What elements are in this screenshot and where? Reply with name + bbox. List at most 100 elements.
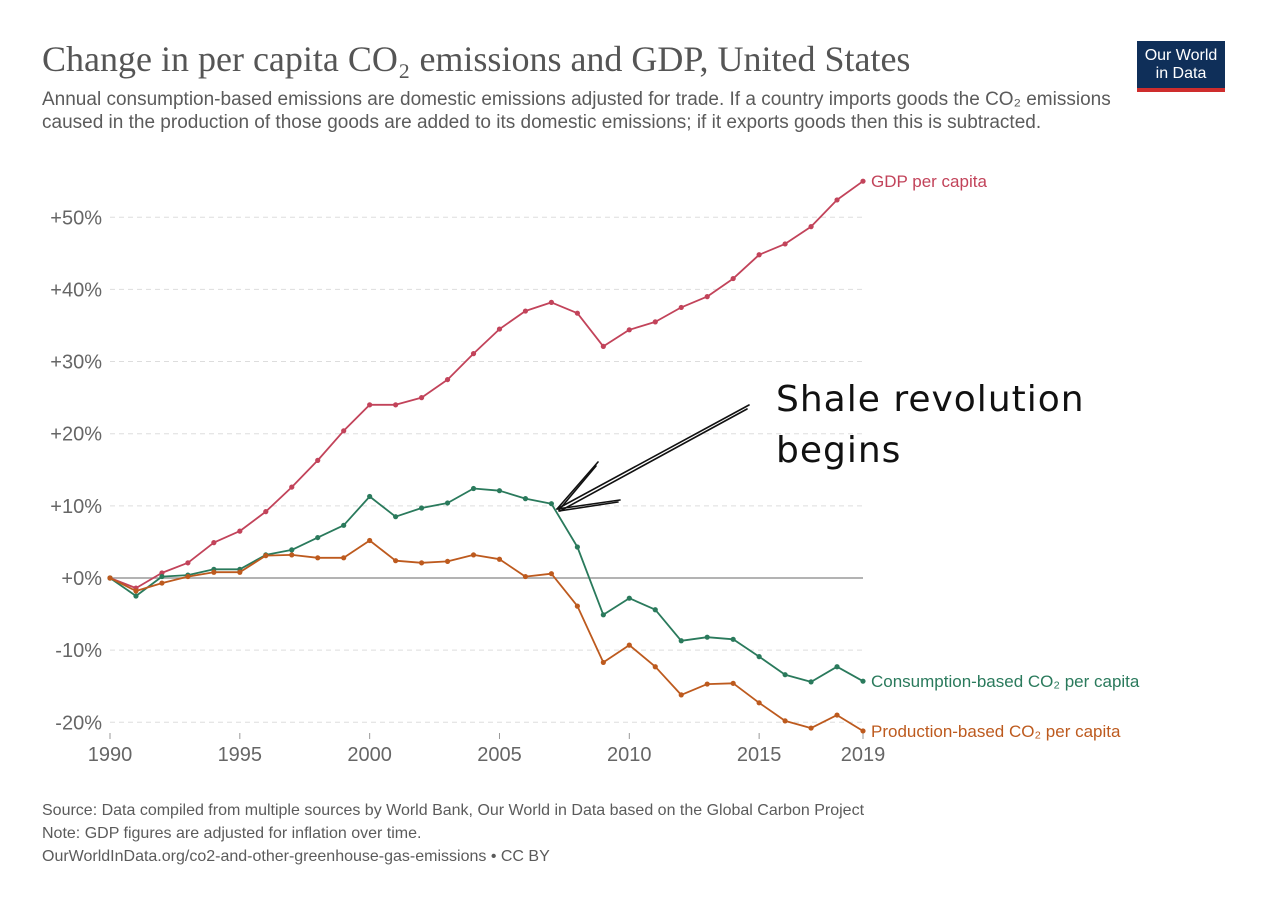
data-point [341, 522, 347, 528]
owid-logo[interactable]: Our World in Data [1137, 41, 1225, 92]
data-point [211, 540, 217, 546]
data-point [263, 553, 269, 559]
data-point [834, 664, 840, 670]
data-point [730, 680, 736, 686]
chart-title: Change in per capita CO₂ emissions and G… [42, 39, 911, 79]
data-point [626, 327, 632, 333]
x-tick-label: 1995 [218, 744, 263, 766]
annotation: Shale revolution begins [556, 379, 1085, 512]
data-point [496, 488, 503, 494]
data-point [704, 634, 710, 640]
grid-layer [110, 216, 863, 723]
data-point [574, 310, 580, 316]
data-point [678, 692, 684, 698]
data-point [185, 573, 191, 580]
data-point [756, 700, 762, 706]
y-tick-label: +20% [50, 424, 102, 446]
line-chart: +50% +40% +30% +20% +10% +0% -10% -20% 1990 1995 2… [50, 172, 1140, 766]
data-point [418, 560, 425, 566]
data-point [418, 505, 425, 511]
source-url[interactable]: OurWorldInData.org/co2-and-other-greenho… [42, 848, 550, 865]
data-point [652, 664, 658, 670]
x-tick-label: 1990 [88, 744, 133, 766]
data-point [393, 514, 399, 520]
data-point [159, 580, 165, 586]
data-point [782, 672, 788, 678]
x-tick-label: 2005 [477, 744, 522, 766]
data-point [600, 612, 606, 618]
data-point [444, 376, 451, 383]
data-point [808, 224, 814, 230]
series-label: GDP per capita [871, 172, 987, 191]
series-line [109, 180, 864, 589]
data-point [185, 560, 191, 566]
data-point [678, 304, 684, 311]
data-point [522, 308, 529, 314]
annotation-line-1: Shale revolution [776, 379, 1085, 420]
x-tick-label: 2000 [347, 744, 392, 766]
data-point [782, 241, 788, 247]
data-point [393, 402, 399, 408]
data-point [756, 252, 762, 258]
annotation-arrow [556, 404, 750, 512]
data-point [470, 351, 477, 357]
data-point [600, 659, 606, 666]
y-tick-label: +40% [50, 279, 102, 301]
data-point [730, 275, 736, 282]
data-point [860, 728, 866, 734]
logo-line-2: in Data [1155, 65, 1207, 82]
series-label: Consumption-based CO₂ per capita [871, 672, 1140, 691]
data-point [315, 555, 321, 561]
x-tick-label: 2015 [737, 744, 782, 766]
data-point [834, 197, 840, 203]
data-point [159, 573, 165, 580]
data-point [808, 725, 814, 731]
series-line [109, 487, 864, 683]
series-label: Production-based CO₂ per capita [871, 722, 1121, 741]
data-point [652, 607, 658, 613]
data-point [263, 509, 269, 515]
axis-layer: +50% +40% +30% +20% +10% +0% -10% -20% 1990 1995 2… [50, 207, 885, 766]
data-point [652, 319, 658, 325]
y-tick-label: +0% [61, 568, 102, 590]
data-point [860, 178, 866, 184]
data-point [756, 654, 762, 660]
data-point [548, 299, 555, 305]
data-point [600, 343, 606, 349]
y-tick-label: +50% [50, 207, 102, 229]
note-text: Note: GDP figures are adjusted for infla… [42, 825, 422, 842]
data-point [289, 484, 295, 490]
data-point [730, 636, 736, 642]
series-layer [107, 178, 866, 734]
data-point [522, 496, 529, 502]
data-point [444, 558, 451, 565]
data-point [626, 642, 632, 648]
data-point [341, 555, 347, 561]
data-point [548, 571, 555, 577]
series-label-layer: GDP per capita Consumption-based CO₂ per … [871, 172, 1140, 741]
y-tick-label: +30% [50, 352, 102, 374]
data-point [107, 575, 113, 581]
data-point [159, 570, 165, 576]
data-point [704, 681, 710, 687]
data-point [444, 500, 451, 506]
chart-footer: Source: Data compiled from multiple sour… [42, 799, 864, 868]
data-point [315, 534, 321, 541]
data-point [289, 552, 295, 558]
series-line [109, 539, 864, 732]
data-point [808, 679, 814, 685]
data-point [470, 485, 477, 492]
data-point [418, 395, 425, 401]
data-point [393, 558, 399, 564]
data-point [211, 569, 217, 575]
data-point [341, 428, 347, 434]
data-point [704, 294, 710, 300]
data-point [367, 537, 373, 544]
data-point [548, 501, 555, 507]
data-point [289, 547, 295, 553]
data-point [574, 603, 580, 609]
source-text: Source: Data compiled from multiple sour… [42, 802, 865, 819]
data-point [237, 569, 243, 575]
logo-line-1: Our World [1144, 47, 1218, 64]
data-point [496, 556, 503, 562]
